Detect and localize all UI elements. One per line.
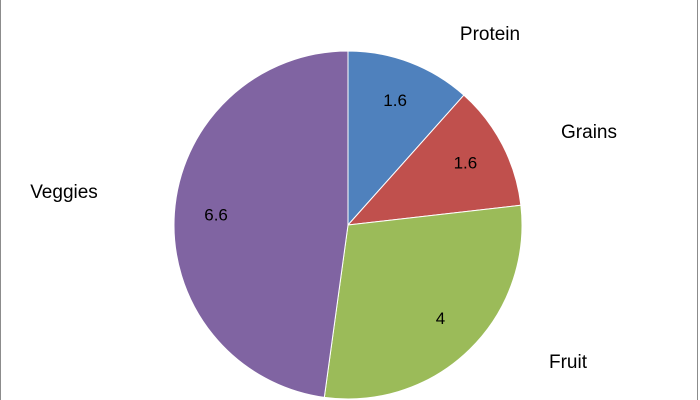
data-label-veggies: 6.6 xyxy=(204,205,228,224)
category-label-protein: Protein xyxy=(460,24,520,45)
pie-slice-grains xyxy=(346,94,522,226)
category-label-veggies: Veggies xyxy=(30,182,98,203)
pie-slice-protein xyxy=(347,50,465,227)
data-label-fruit: 4 xyxy=(436,309,445,328)
data-label-grains: 1.6 xyxy=(454,154,478,173)
pie-slice-fruit xyxy=(323,204,523,400)
category-label-fruit: Fruit xyxy=(549,352,588,373)
category-label-grains: Grains xyxy=(561,122,617,143)
pie-slice-veggies xyxy=(173,50,349,398)
data-label-protein: 1.6 xyxy=(383,91,407,110)
